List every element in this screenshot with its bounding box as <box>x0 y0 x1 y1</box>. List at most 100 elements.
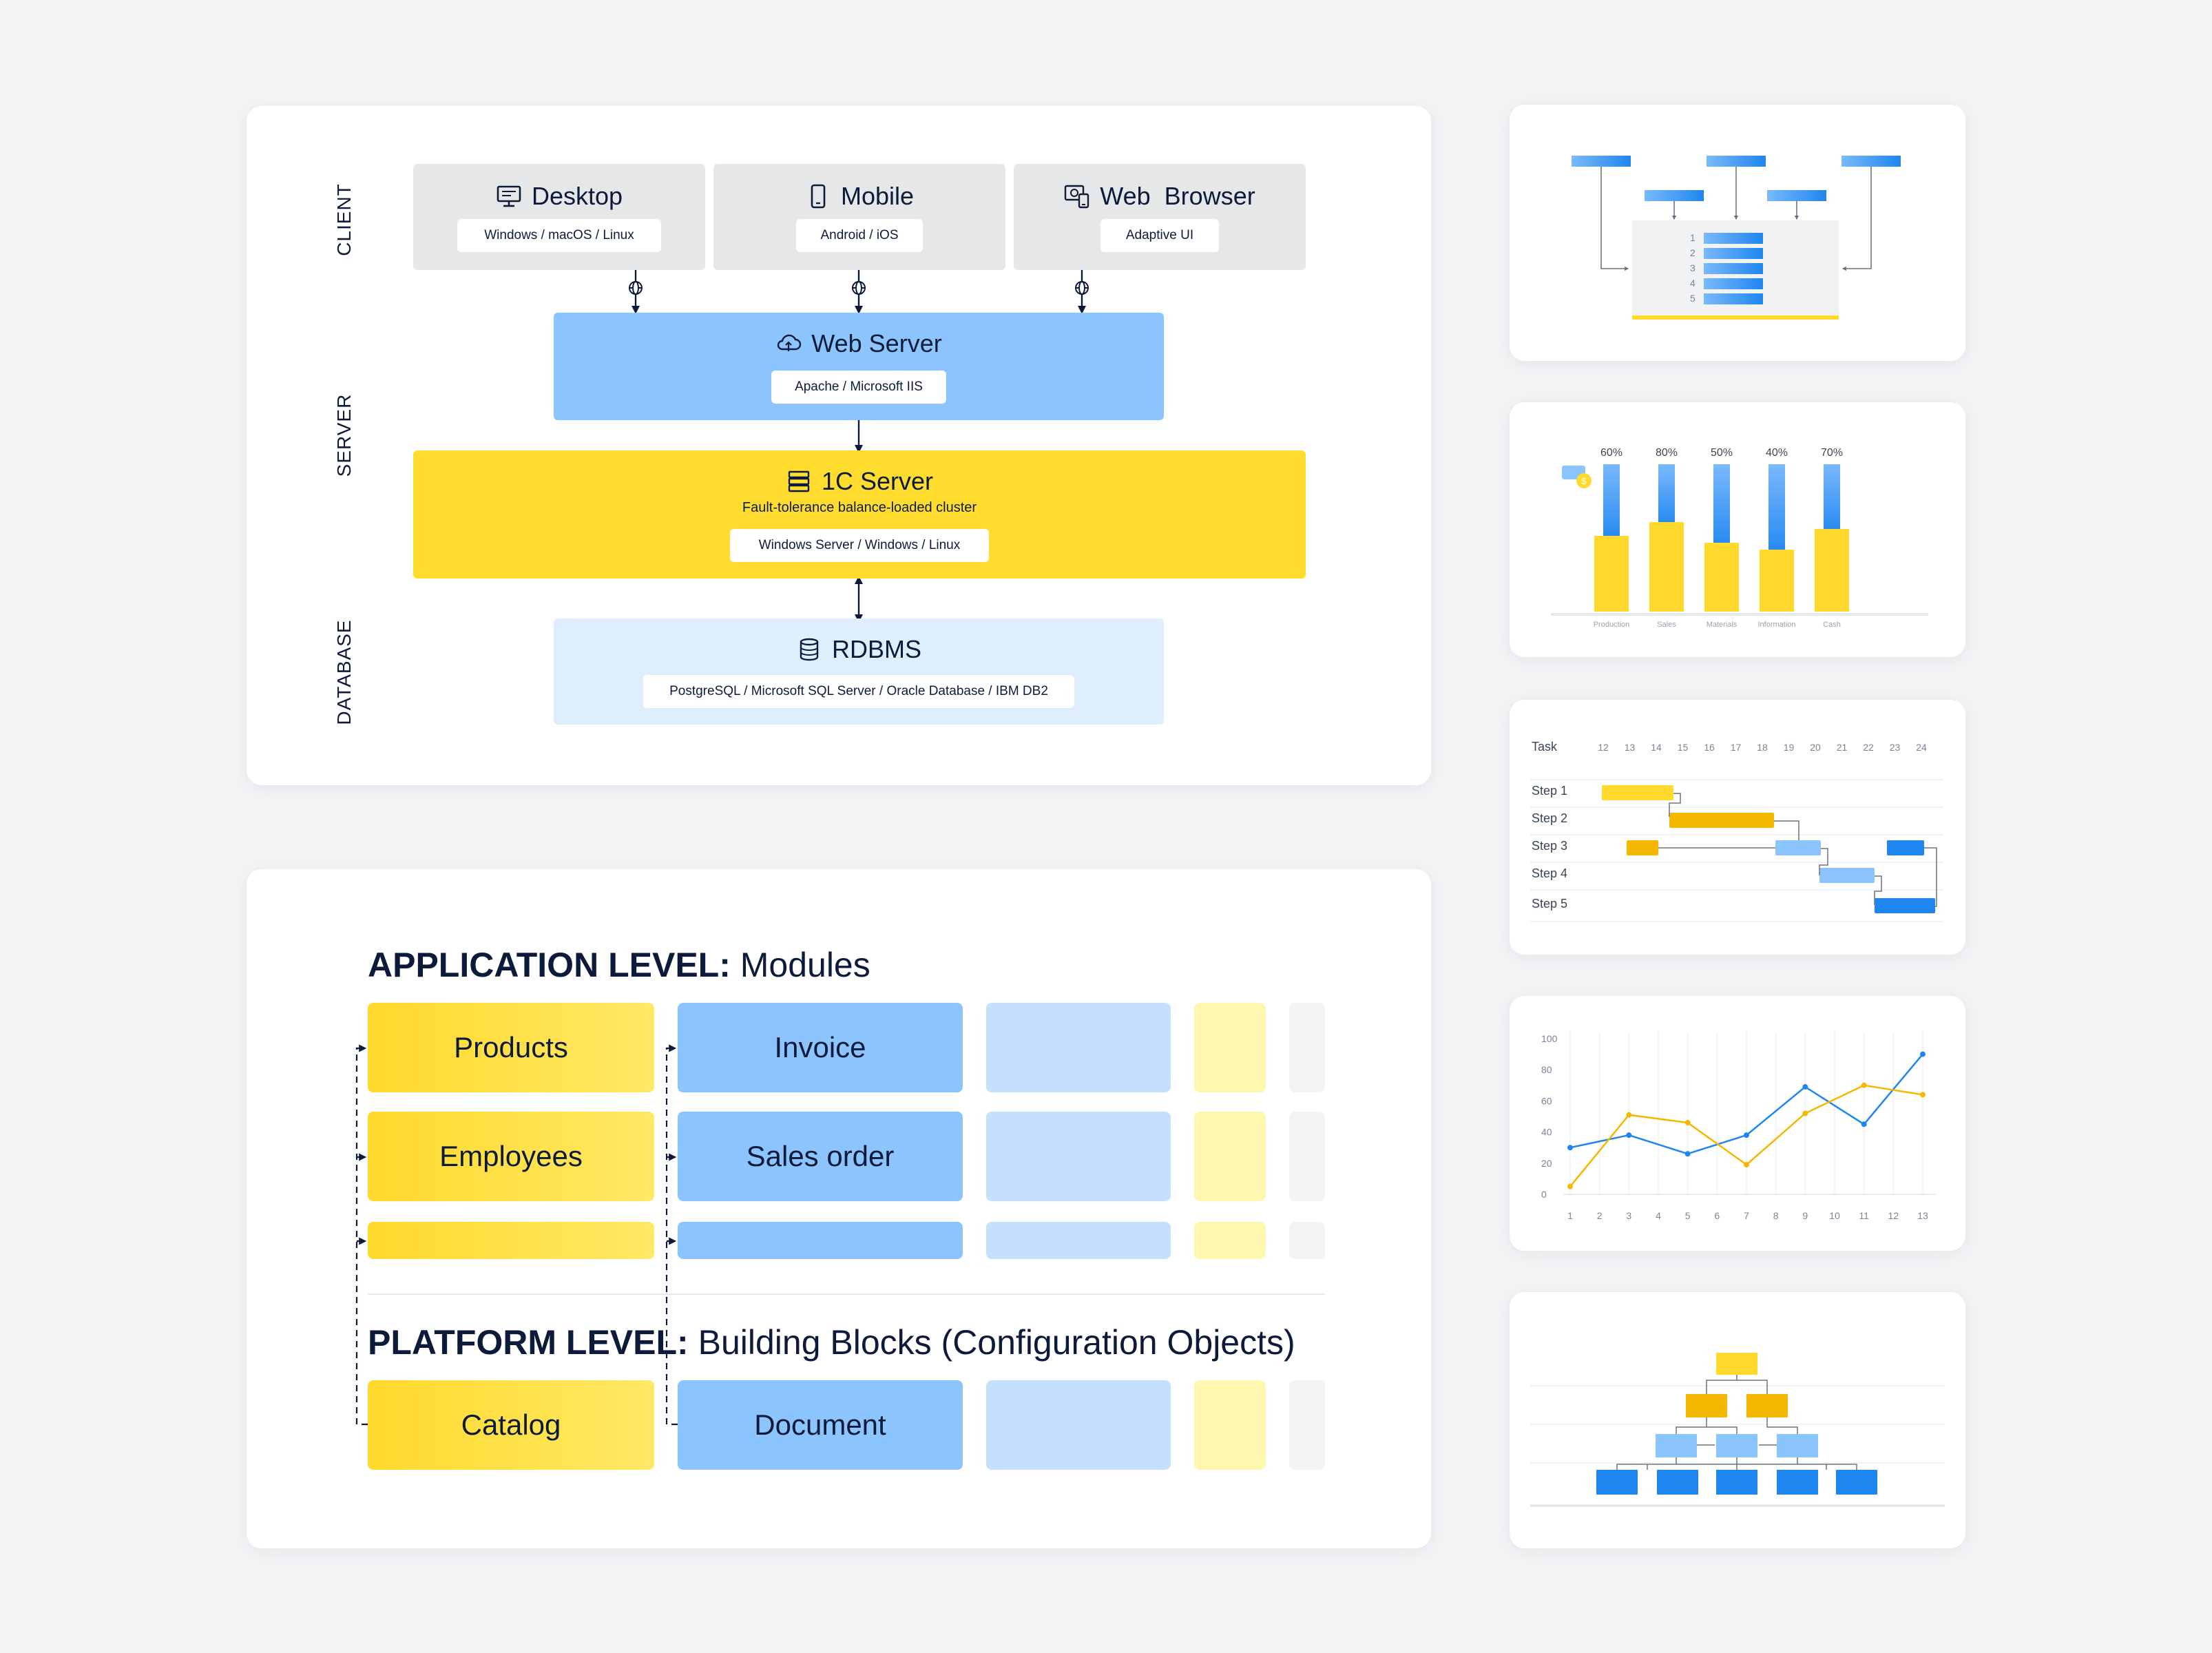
module-invoice[interactable]: Invoice <box>678 1003 963 1092</box>
gantt-day: 24 <box>1916 742 1927 753</box>
bar-top <box>1658 464 1675 530</box>
platform-level-rest: Building Blocks (Configuration Objects) <box>688 1323 1295 1362</box>
gantt-day: 20 <box>1810 742 1821 753</box>
module-employees[interactable]: Employees <box>368 1112 654 1201</box>
bar-category-label: Production <box>1594 621 1630 629</box>
bar-top <box>1713 464 1730 551</box>
client-desktop: Desktop Windows / macOS / Linux <box>413 164 705 270</box>
web-server-title: Web Server <box>811 329 942 357</box>
server-stack-icon <box>788 470 810 492</box>
series-point <box>1920 1051 1926 1057</box>
module-placeholder <box>986 1003 1171 1092</box>
server-1c-sub: Windows Server / Windows / Linux <box>730 529 989 562</box>
server-1c-title: 1C Server <box>821 467 934 495</box>
block-document[interactable]: Document <box>678 1380 963 1470</box>
thumbnail-line-chart[interactable]: 100 80 60 40 20 0 1 2 3 4 5 6 7 8 9 10 11 12 13 <box>1510 996 1965 1251</box>
x-tick-label: 11 <box>1859 1210 1869 1221</box>
block-placeholder <box>986 1380 1171 1470</box>
list-row-number: 4 <box>1690 278 1695 289</box>
x-tick-label: 7 <box>1744 1210 1749 1221</box>
module-placeholder <box>1194 1222 1266 1259</box>
application-level-heading: APPLICATION LEVEL: Modules <box>368 945 870 985</box>
list-row-number: 3 <box>1690 262 1695 273</box>
module-placeholder <box>986 1222 1171 1259</box>
thumbnail-gantt[interactable]: Task 12 13 14 15 16 17 18 19 20 21 22 23 24 Step 1 S… <box>1510 700 1965 955</box>
bar <box>1815 529 1849 612</box>
series-point <box>1567 1145 1573 1151</box>
coin-glyph: $ <box>1581 476 1587 486</box>
x-tick-label: 3 <box>1626 1210 1631 1221</box>
thumbnail-bar-chart[interactable]: $ 60% Production 80% Sales 50% Materials 40% In… <box>1510 402 1965 657</box>
module-placeholder <box>1194 1112 1266 1201</box>
list-row-number: 5 <box>1690 293 1695 304</box>
bar-chart: $ 60% Production 80% Sales 50% Materials 40% In… <box>1551 447 1928 629</box>
gantt-task: Step 5 <box>1532 897 1567 911</box>
server-1c-desc: Fault-tolerance balance-loaded cluster <box>742 500 977 515</box>
client-mobile-title: Mobile <box>840 182 915 210</box>
bar-value-label: 80% <box>1656 447 1678 459</box>
series-point <box>1861 1082 1867 1088</box>
x-tick-label: 12 <box>1888 1210 1899 1221</box>
module-placeholder <box>1289 1112 1325 1201</box>
gantt-day: 12 <box>1598 742 1609 753</box>
thumbnail-hierarchy[interactable] <box>1510 1292 1965 1548</box>
y-tick-label: 20 <box>1541 1158 1552 1169</box>
module-placeholder <box>1289 1222 1325 1259</box>
application-level-rest: Modules <box>730 946 870 984</box>
x-tick-label: 5 <box>1685 1210 1691 1221</box>
bar-value-label: 50% <box>1711 447 1733 459</box>
module-placeholder <box>1194 1003 1266 1092</box>
levels-card: APPLICATION LEVEL: Modules Products Invo… <box>247 869 1431 1548</box>
platform-level-bold: PLATFORM LEVEL: <box>368 1323 689 1362</box>
block-catalog[interactable]: Catalog <box>368 1380 654 1470</box>
gantt-chart: Task 12 13 14 15 16 17 18 19 20 21 22 23 24 Step 1 S… <box>1530 740 1943 922</box>
series-point <box>1744 1132 1749 1139</box>
bar-top <box>1768 464 1785 558</box>
x-tick-label: 6 <box>1714 1210 1720 1221</box>
series-point <box>1802 1084 1808 1090</box>
module-placeholder <box>986 1112 1171 1201</box>
database-icon <box>800 638 819 661</box>
platform-level-heading: PLATFORM LEVEL: Building Blocks (Configu… <box>368 1322 1295 1362</box>
desktop-icon <box>497 185 521 207</box>
block-placeholder <box>1289 1380 1325 1470</box>
rdbms-box: RDBMS PostgreSQL / Microsoft SQL Server … <box>554 618 1164 725</box>
gantt-day: 13 <box>1625 742 1636 753</box>
web-server-box: Web Server Apache / Microsoft IIS <box>554 313 1164 420</box>
y-tick-label: 80 <box>1541 1064 1552 1075</box>
series-point <box>1567 1183 1573 1189</box>
bar <box>1649 522 1684 612</box>
module-placeholder <box>368 1222 654 1259</box>
list-row-number: 2 <box>1690 247 1695 258</box>
bar-value-label: 60% <box>1600 447 1623 459</box>
client-mobile: Mobile Android / iOS <box>713 164 1005 270</box>
x-tick-label: 1 <box>1567 1210 1573 1221</box>
rdbms-title: RDBMS <box>831 635 921 663</box>
thumbnail-list-mapping[interactable]: 1 2 3 4 5 <box>1510 105 1965 361</box>
module-products[interactable]: Products <box>368 1003 654 1092</box>
globe-icons <box>629 281 1089 295</box>
x-tick-label: 8 <box>1773 1210 1779 1221</box>
coin-icon <box>1576 473 1592 488</box>
block-placeholder <box>1194 1380 1266 1470</box>
architecture-card: CLIENT SERVER DATABASE Desktop Windows /… <box>247 106 1431 785</box>
bar-category-label: Sales <box>1657 621 1676 629</box>
client-connectors <box>629 270 1089 623</box>
list-row-number: 1 <box>1690 232 1695 243</box>
x-tick-label: 13 <box>1917 1210 1928 1221</box>
y-tick-label: 60 <box>1541 1095 1552 1106</box>
gantt-day: 17 <box>1731 742 1742 753</box>
y-tick-label: 40 <box>1541 1127 1552 1138</box>
module-sales-order[interactable]: Sales order <box>678 1112 963 1201</box>
gantt-day: 16 <box>1704 742 1715 753</box>
bar <box>1760 550 1794 612</box>
mobile-icon <box>811 184 826 209</box>
gantt-day: 15 <box>1678 742 1689 753</box>
level-divider <box>368 1293 1325 1295</box>
gantt-header: Task <box>1532 740 1558 753</box>
gantt-bars <box>1602 785 1935 913</box>
web-browser-icon <box>1065 185 1089 209</box>
series-point <box>1802 1110 1808 1116</box>
x-tick-label: 10 <box>1829 1210 1840 1221</box>
